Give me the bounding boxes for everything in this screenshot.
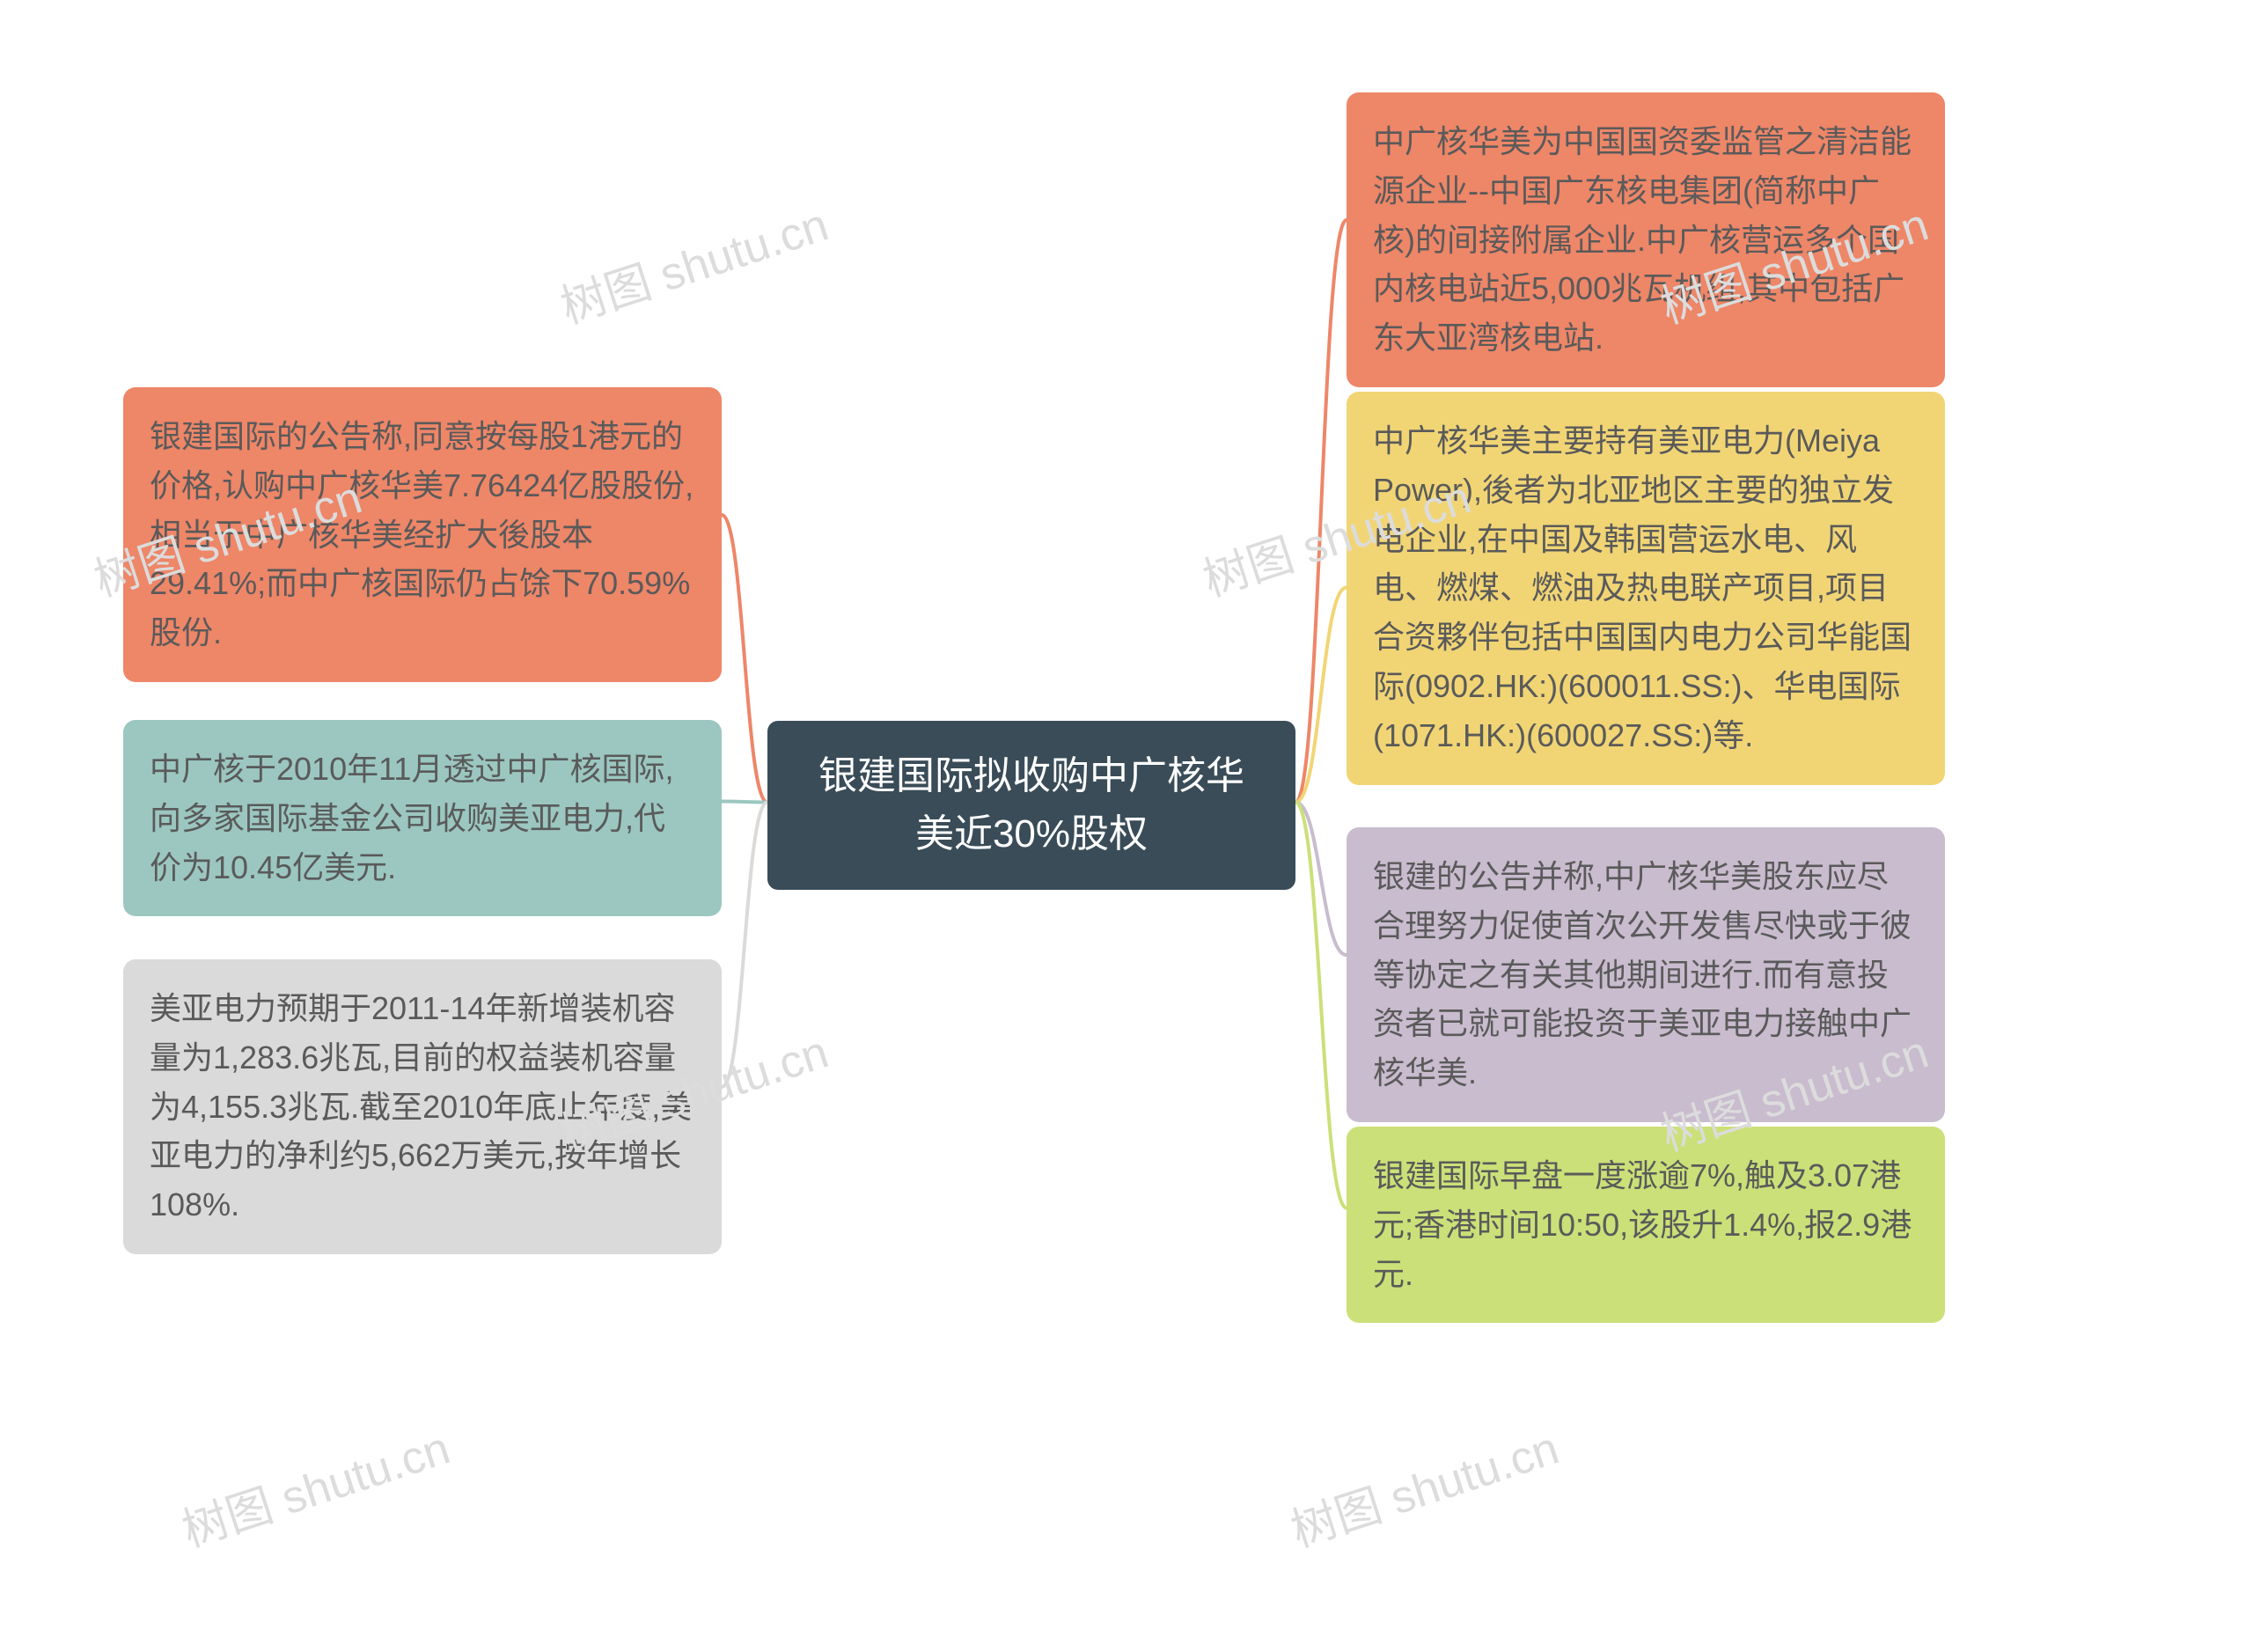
right-node-3: 银建国际早盘一度涨逾7%,触及3.07港元;香港时间10:50,该股升1.4%,… [1347, 1127, 1945, 1323]
right-node-2: 银建的公告并称,中广核华美股东应尽合理努力促使首次公开发售尽快或于彼等协定之有关… [1347, 827, 1945, 1122]
left-connector-2 [722, 803, 767, 1088]
watermark-0: 树图 shutu.cn [551, 187, 835, 336]
left-node-2: 美亚电力预期于2011-14年新增装机容量为1,283.6兆瓦,目前的权益装机容… [123, 959, 722, 1254]
right-node-0: 中广核华美为中国国资委监管之清洁能源企业--中国广东核电集团(简称中广核)的间接… [1347, 92, 1945, 387]
left-connector-1 [722, 802, 767, 803]
mindmap-canvas: 银建国际拟收购中广核华 美近30%股权 银建国际的公告称,同意按每股1港元的价格… [0, 0, 2253, 1652]
watermark-7: 树图 shutu.cn [1281, 1411, 1566, 1560]
left-connector-0 [722, 515, 767, 803]
right-connector-2 [1295, 803, 1347, 956]
watermark-6: 树图 shutu.cn [172, 1411, 457, 1560]
left-node-0: 银建国际的公告称,同意按每股1港元的价格,认购中广核华美7.76424亿股股份,… [123, 387, 722, 682]
right-connector-1 [1295, 588, 1347, 803]
center-node: 银建国际拟收购中广核华 美近30%股权 [767, 721, 1295, 890]
right-connector-3 [1295, 803, 1347, 1208]
left-node-1: 中广核于2010年11月透过中广核国际,向多家国际基金公司收购美亚电力,代价为1… [123, 720, 722, 916]
right-connector-0 [1295, 220, 1347, 803]
right-node-1: 中广核华美主要持有美亚电力(Meiya Power),後者为北亚地区主要的独立发… [1347, 392, 1945, 785]
